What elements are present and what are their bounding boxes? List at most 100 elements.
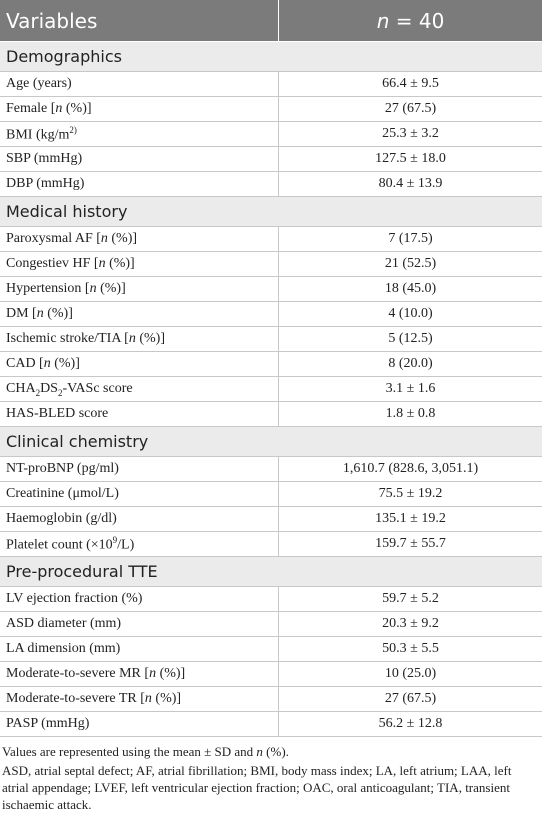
data-row: PASP (mmHg) 56.2 ± 12.8 <box>0 711 542 737</box>
text-run: PASP (mmHg) <box>6 716 90 731</box>
text-run: LV ejection fraction (%) <box>6 591 143 606</box>
text-run: = 40 <box>389 8 445 33</box>
row-value: 1,610.7 (828.6, 3,051.1) <box>278 456 542 482</box>
row-label: Congestiev HF [n (%)] <box>0 251 279 277</box>
text-run: (%)] <box>151 691 182 706</box>
data-row: DM [n (%)] 4 (10.0) <box>0 301 542 327</box>
row-value: 25.3 ± 3.2 <box>278 121 542 147</box>
text-run: n <box>55 101 63 116</box>
text-run: (%)] <box>156 666 186 681</box>
row-label: Ischemic stroke/TIA [n (%)] <box>0 326 279 352</box>
row-label: NT-proBNP (pg/ml) <box>0 456 279 482</box>
text-run: SBP (mmHg) <box>6 151 83 166</box>
text-run: (%)] <box>50 356 80 371</box>
row-label: HAS-BLED score <box>0 401 279 427</box>
text-run: n <box>149 666 157 681</box>
text-run: BMI (kg/m <box>6 127 70 143</box>
row-label: Paroxysmal AF [n (%)] <box>0 226 279 252</box>
row-value: 56.2 ± 12.8 <box>278 711 542 737</box>
text-run: Moderate-to-severe TR [ <box>6 691 145 706</box>
row-label: Moderate-to-severe MR [n (%)] <box>0 661 279 687</box>
row-label: LA dimension (mm) <box>0 636 279 662</box>
row-label: SBP (mmHg) <box>0 146 279 172</box>
section-row: Pre-procedural TTE <box>0 556 542 587</box>
row-label: Moderate-to-severe TR [n (%)] <box>0 686 279 712</box>
text-run: /L) <box>117 537 135 553</box>
text-run: CAD [ <box>6 356 44 371</box>
row-value: 8 (20.0) <box>278 351 542 377</box>
text-run: n <box>144 691 152 706</box>
data-row: Moderate-to-severe TR [n (%)] 27 (67.5) <box>0 686 542 712</box>
footnotes: Values are represented using the mean ± … <box>0 737 542 813</box>
row-value: 4 (10.0) <box>278 301 542 327</box>
section-row: Demographics <box>0 41 542 72</box>
row-value: 10 (25.0) <box>278 661 542 687</box>
data-row: HAS-BLED score 1.8 ± 0.8 <box>0 401 542 427</box>
row-label: CAD [n (%)] <box>0 351 279 377</box>
footnote: Values are represented using the mean ± … <box>2 743 540 760</box>
text-run: n <box>256 744 263 759</box>
row-label: Creatinine (μmol/L) <box>0 481 279 507</box>
section-title: Demographics <box>0 41 542 72</box>
text-run: n <box>376 8 390 33</box>
text-run: n <box>128 331 136 346</box>
data-row: DBP (mmHg) 80.4 ± 13.9 <box>0 171 542 197</box>
table: Variables n = 40 Demographics Age (years) 66… <box>0 0 542 737</box>
text-run: (%)] <box>43 306 73 321</box>
text-run: Moderate-to-severe MR [ <box>6 666 150 681</box>
text-run: Ischemic stroke/TIA [ <box>6 331 129 346</box>
row-label: Female [n (%)] <box>0 96 279 122</box>
row-label: PASP (mmHg) <box>0 711 279 737</box>
row-value: 3.1 ± 1.6 <box>278 376 542 402</box>
row-label: Platelet count (×109/L) <box>0 531 279 557</box>
text-run: Congestiev HF [ <box>6 256 99 271</box>
text-run: LA dimension (mm) <box>6 641 121 656</box>
text-run: Haemoglobin (g/dl) <box>6 511 117 526</box>
data-row: Ischemic stroke/TIA [n (%)] 5 (12.5) <box>0 326 542 352</box>
text-run: (%)] <box>135 331 166 346</box>
data-row: Moderate-to-severe MR [n (%)] 10 (25.0) <box>0 661 542 687</box>
data-row: LV ejection fraction (%) 59.7 ± 5.2 <box>0 586 542 612</box>
header-cell: n = 40 <box>278 0 542 42</box>
section-title: Pre-procedural TTE <box>0 556 542 587</box>
data-row: Platelet count (×109/L) 159.7 ± 55.7 <box>0 531 542 557</box>
row-value: 75.5 ± 19.2 <box>278 481 542 507</box>
text-run: (%)] <box>96 281 126 296</box>
text-run: Age (years) <box>6 76 72 91</box>
row-label: ASD diameter (mm) <box>0 611 279 637</box>
row-value: 7 (17.5) <box>278 226 542 252</box>
data-row: CAD [n (%)] 8 (20.0) <box>0 351 542 377</box>
data-row: NT-proBNP (pg/ml) 1,610.7 (828.6, 3,051.1… <box>0 456 542 482</box>
text-run: Hypertension [ <box>6 281 90 296</box>
text-run: ASD diameter (mm) <box>6 616 122 631</box>
text-run: n <box>43 356 51 371</box>
header-cell: Variables <box>0 0 279 42</box>
text-run: Paroxysmal AF [ <box>6 231 101 246</box>
text-run: 2 <box>35 387 41 398</box>
data-row: Age (years) 66.4 ± 9.5 <box>0 71 542 97</box>
text-run: n <box>36 306 44 321</box>
section-row: Medical history <box>0 196 542 227</box>
row-value: 1.8 ± 0.8 <box>278 401 542 427</box>
row-label: LV ejection fraction (%) <box>0 586 279 612</box>
text-run: ASD, atrial septal defect; AF, atrial fi… <box>2 763 512 812</box>
text-run: Platelet count (×10 <box>6 537 113 553</box>
data-row: Hypertension [n (%)] 18 (45.0) <box>0 276 542 302</box>
data-row: BMI (kg/m2) 25.3 ± 3.2 <box>0 121 542 147</box>
row-value: 66.4 ± 9.5 <box>278 71 542 97</box>
row-label: Hypertension [n (%)] <box>0 276 279 302</box>
data-row: Congestiev HF [n (%)] 21 (52.5) <box>0 251 542 277</box>
row-value: 21 (52.5) <box>278 251 542 277</box>
data-row: LA dimension (mm) 50.3 ± 5.5 <box>0 636 542 662</box>
row-value: 127.5 ± 18.0 <box>278 146 542 172</box>
text-run: (%). <box>262 744 289 759</box>
data-row: Haemoglobin (g/dl) 135.1 ± 19.2 <box>0 506 542 532</box>
row-value: 27 (67.5) <box>278 96 542 122</box>
row-value: 27 (67.5) <box>278 686 542 712</box>
text-run: 2) <box>69 124 77 135</box>
row-value: 159.7 ± 55.7 <box>278 531 542 557</box>
row-label: DBP (mmHg) <box>0 171 279 197</box>
text-run: n <box>89 281 97 296</box>
row-value: 59.7 ± 5.2 <box>278 586 542 612</box>
footnote: ASD, atrial septal defect; AF, atrial fi… <box>2 762 540 813</box>
